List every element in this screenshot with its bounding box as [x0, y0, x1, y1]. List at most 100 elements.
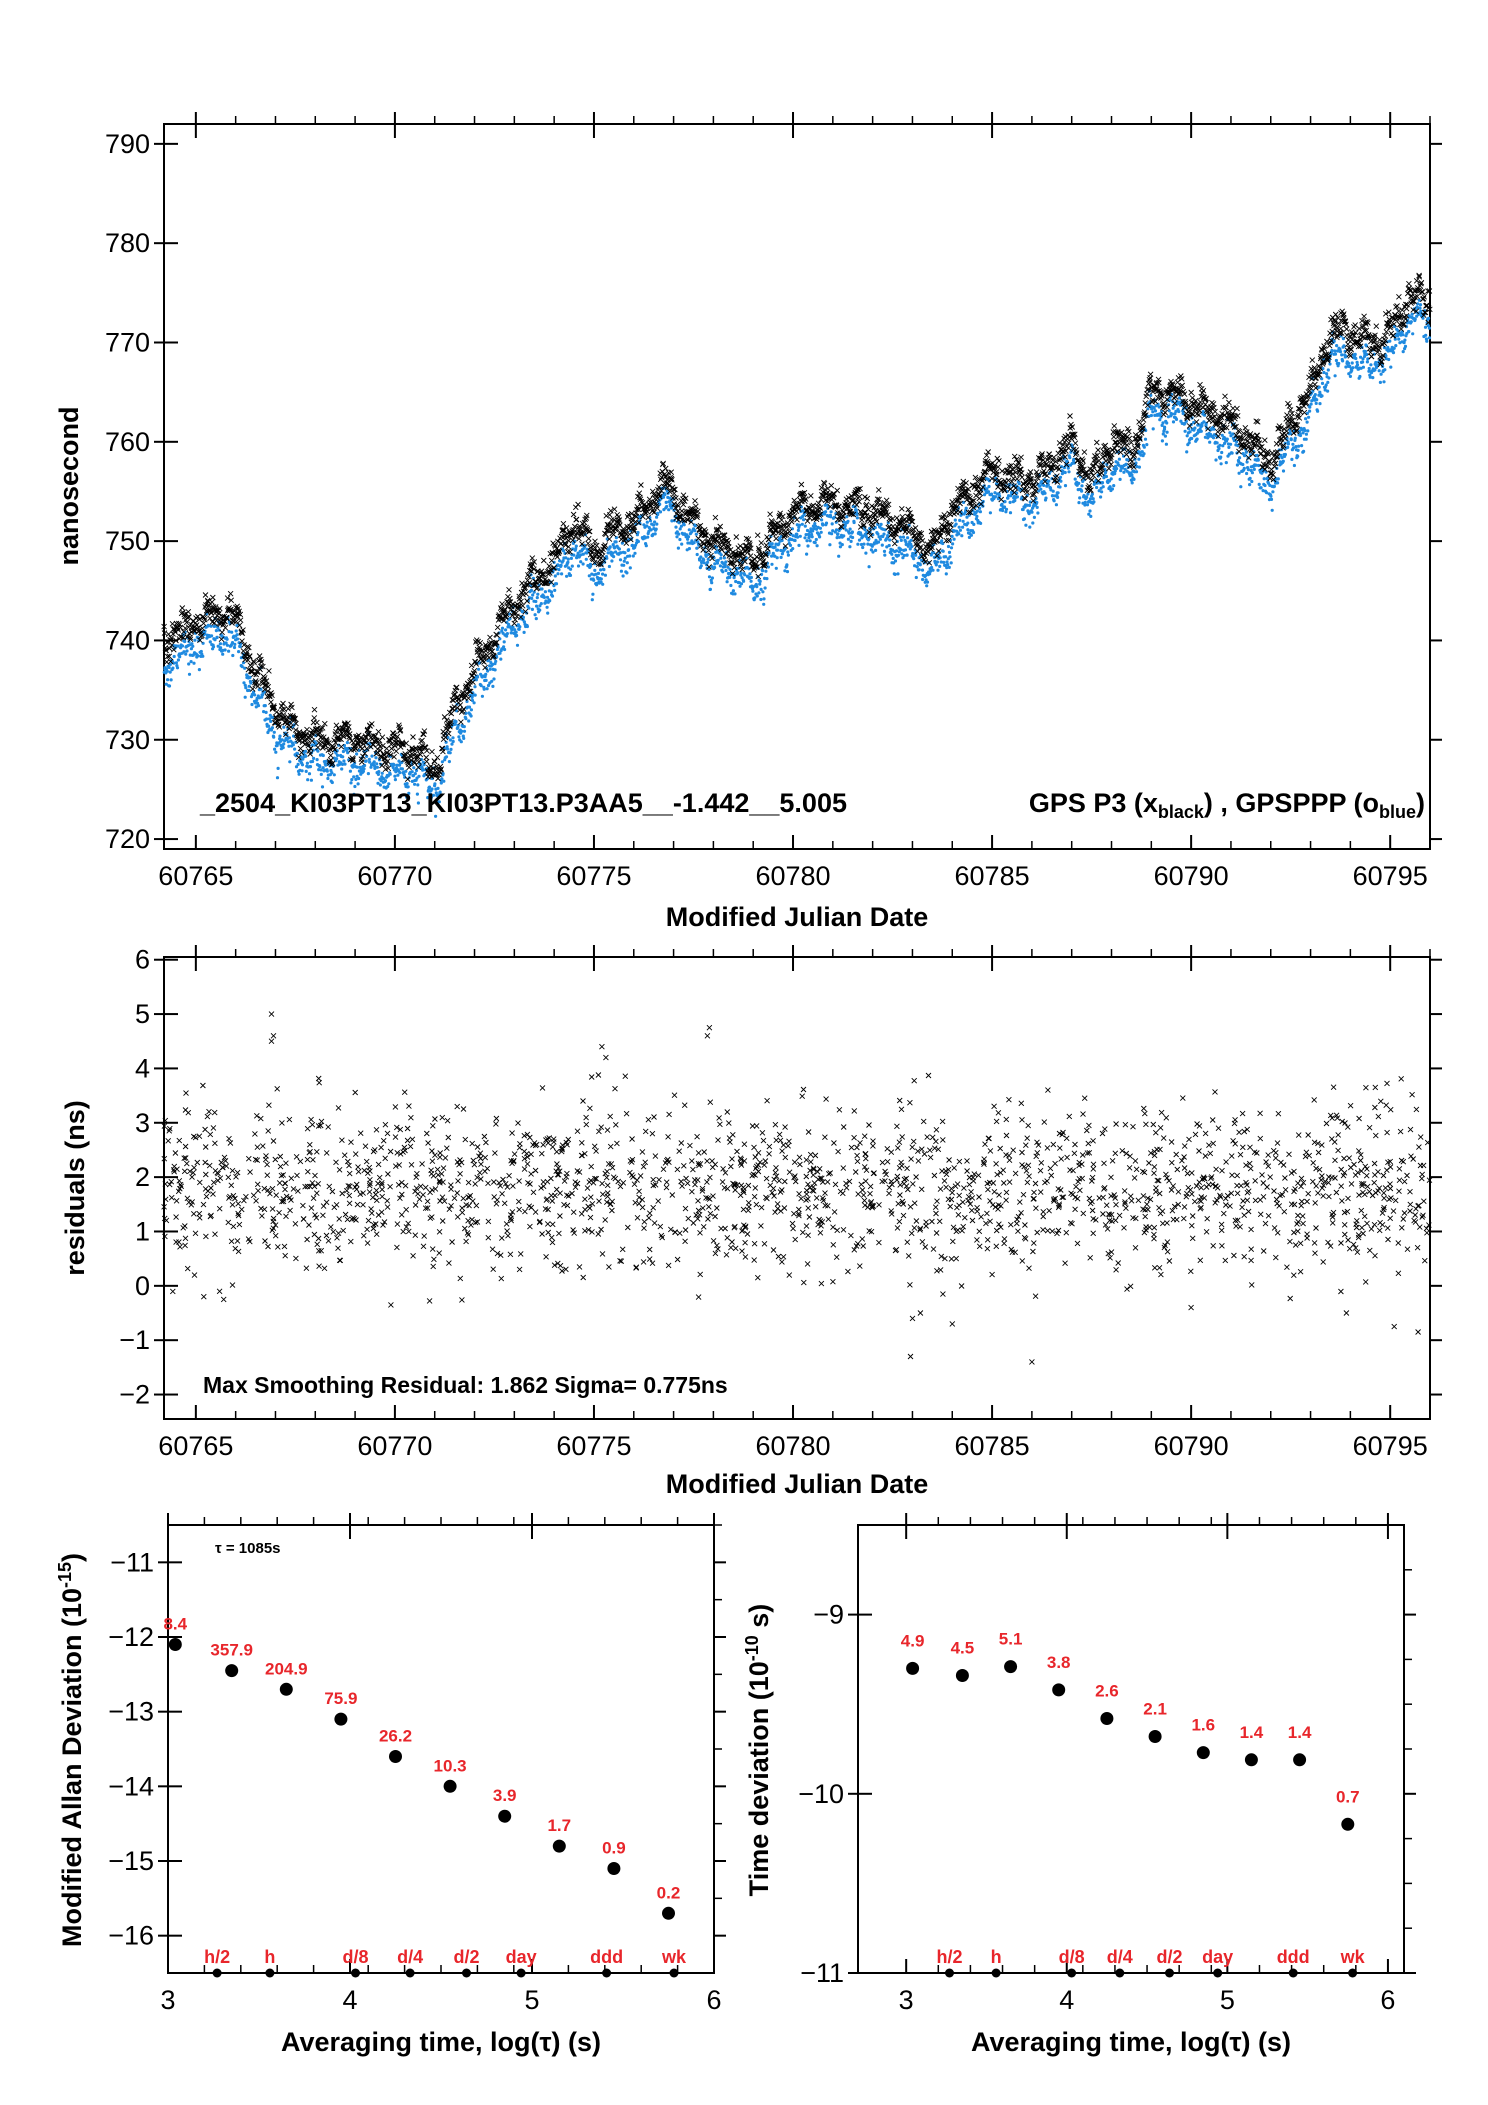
gpsppp-point [196, 654, 200, 658]
gps-p3-point [1147, 371, 1154, 378]
gpsppp-point [295, 752, 300, 756]
gps-p3-point [297, 745, 304, 752]
gpsppp-point [1263, 483, 1267, 488]
gpsppp-point [1346, 361, 1351, 365]
gpsppp-point [394, 770, 398, 774]
gpsppp-point [1166, 415, 1170, 419]
gpsppp-point [308, 765, 313, 769]
gpsppp-point [761, 590, 765, 594]
gpsppp-point [885, 545, 889, 549]
gpsppp-point [948, 555, 952, 559]
gpsppp-point [300, 763, 305, 767]
gpsppp-point [946, 544, 951, 549]
gpsppp-point [1250, 471, 1254, 475]
gpsppp-point [393, 774, 397, 778]
gpsppp-point [549, 590, 554, 594]
gpsppp-point [807, 535, 811, 539]
gpsppp-point [356, 782, 360, 786]
y-tick-label: 770 [105, 327, 150, 357]
gpsppp-point [840, 543, 844, 547]
gpsppp-point [1054, 503, 1058, 507]
gpsppp-point [770, 562, 774, 566]
gpsppp-point [169, 678, 173, 682]
gpsppp-point [1088, 509, 1092, 513]
gpsppp-point [561, 549, 566, 553]
gps-p3-point [1212, 408, 1218, 415]
gpsppp-point [693, 529, 697, 533]
gpsppp-point [1361, 357, 1365, 361]
gpsppp-point [377, 770, 381, 774]
gps-p3-point [185, 608, 192, 615]
gpsppp-point [183, 639, 187, 644]
gpsppp-point [421, 768, 425, 772]
gpsppp-point [791, 534, 795, 538]
gpsppp-point [312, 756, 316, 761]
gpsppp-point [1042, 483, 1046, 487]
gps-p3-point [240, 627, 246, 633]
gpsppp-point [1193, 426, 1197, 430]
gpsppp-point [663, 493, 667, 497]
gps-p3-point [518, 598, 524, 605]
gpsppp-point [330, 771, 334, 775]
gpsppp-point [368, 760, 372, 764]
gpsppp-point [576, 551, 580, 555]
gpsppp-point [1337, 361, 1341, 366]
gpsppp-point [829, 510, 833, 514]
gpsppp-point [796, 535, 800, 539]
gpsppp-point [556, 572, 560, 576]
gpsppp-point [485, 687, 489, 691]
gpsppp-point [517, 627, 521, 631]
gpsppp-point [484, 678, 488, 683]
gpsppp-point [180, 644, 185, 648]
gpsppp-point [518, 625, 522, 629]
gps-p3-point [477, 639, 484, 646]
gpsppp-point [1328, 362, 1332, 366]
gpsppp-point [743, 573, 747, 577]
gpsppp-point [592, 578, 596, 582]
gpsppp-point [1333, 349, 1337, 353]
gps-p3-point [919, 537, 926, 544]
gpsppp-point [913, 564, 917, 568]
x-tick-label: 60775 [556, 861, 631, 891]
gpsppp-point [1044, 496, 1048, 500]
gpsppp-point [1117, 463, 1121, 467]
gpsppp-point [1028, 503, 1032, 507]
gpsppp-point [1340, 353, 1344, 357]
gpsppp-point [815, 544, 819, 548]
gpsppp-point [469, 714, 473, 718]
gpsppp-point [1228, 431, 1232, 435]
gpsppp-point [771, 551, 775, 556]
gpsppp-point [1118, 477, 1122, 481]
gpsppp-point [558, 559, 562, 563]
gpsppp-point [535, 596, 539, 600]
gpsppp-point [664, 500, 668, 504]
gps-p3-point [853, 502, 860, 508]
gpsppp-point [1035, 500, 1039, 505]
gpsppp-point [332, 773, 336, 777]
gpsppp-point [805, 539, 809, 543]
gpsppp-point [587, 574, 591, 578]
gpsppp-point [1091, 497, 1095, 501]
gpsppp-point [1246, 468, 1250, 472]
gpsppp-point [470, 695, 474, 700]
gpsppp-point [1002, 505, 1007, 509]
gps-p3-point [610, 531, 617, 538]
gpsppp-point [896, 572, 900, 576]
gpsppp-point [898, 535, 903, 539]
gpsppp-point [740, 576, 744, 580]
gpsppp-point [320, 785, 325, 789]
gpsppp-point [1185, 450, 1189, 454]
time-series-panel: 60765 60770 60775 60780 60785 60790 6079572073… [54, 112, 1442, 932]
gpsppp-point [514, 630, 518, 634]
gpsppp-point [883, 553, 887, 557]
gpsppp-point [749, 579, 753, 583]
gpsppp-point [201, 654, 205, 658]
gpsppp-point [601, 582, 605, 586]
gpsppp-point [445, 747, 449, 751]
gpsppp-point [1301, 431, 1305, 435]
gpsppp-point [1304, 432, 1308, 436]
gpsppp-point [474, 678, 478, 682]
gpsppp-point [1000, 502, 1004, 506]
gpsppp-point [296, 762, 300, 767]
gpsppp-point [451, 736, 455, 740]
